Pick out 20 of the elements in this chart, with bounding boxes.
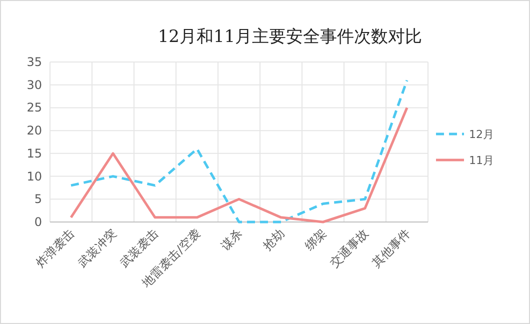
x-tick-label: 其他事件 — [369, 226, 414, 270]
legend-label: 12月 — [469, 128, 494, 141]
x-tick-label: 武装冲突 — [75, 226, 120, 270]
y-tick-label: 15 — [26, 146, 42, 160]
y-tick-label: 10 — [26, 169, 42, 184]
x-tick-label: 抢劫 — [260, 226, 288, 254]
y-tick-label: 20 — [26, 124, 42, 138]
line-series — [70, 106, 408, 224]
y-tick-label: 30 — [26, 78, 42, 92]
x-tick-label: 谋杀 — [218, 226, 246, 254]
chart-title: 12月和11月主要安全事件次数对比 — [158, 27, 422, 47]
y-tick-label: 5 — [34, 192, 42, 206]
y-tick-label: 0 — [34, 215, 42, 229]
x-tick-label: 交通事故 — [327, 226, 372, 270]
x-tick-label: 绑架 — [302, 226, 330, 254]
legend-label: 11月 — [469, 154, 494, 167]
y-tick-label: 35 — [26, 55, 42, 69]
y-tick-label: 25 — [26, 100, 42, 115]
line-series — [70, 79, 408, 224]
x-tick-label: 炸弹袭击 — [33, 226, 78, 270]
